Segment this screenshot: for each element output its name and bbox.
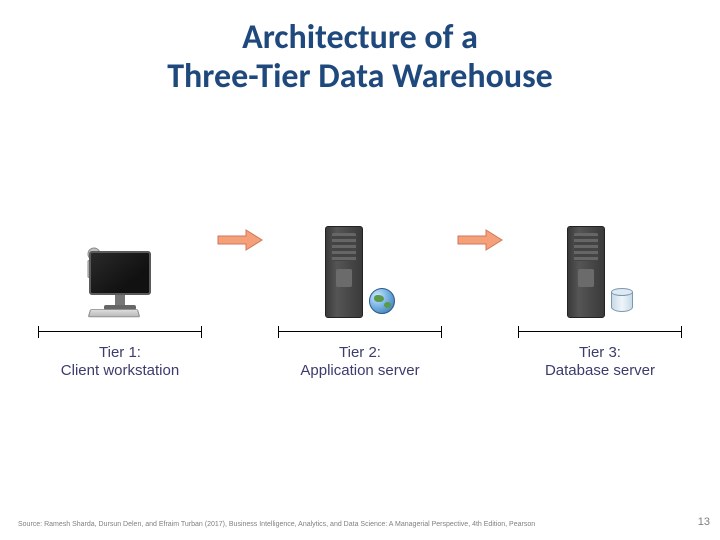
tower-icon xyxy=(325,226,363,318)
tier-3-dimline xyxy=(510,324,690,340)
arrow-2-icon xyxy=(456,228,504,252)
arrow-1-icon xyxy=(216,228,264,252)
tier-2-dimline xyxy=(270,324,450,340)
title-line1: Architecture of a xyxy=(242,17,478,58)
keyboard-icon xyxy=(88,309,141,317)
title-line2: Three-Tier Data Warehouse xyxy=(167,56,553,97)
tier-3-label: Tier 3: Database server xyxy=(545,344,655,380)
tier-1: Tier 1: Client workstation xyxy=(30,208,210,380)
tier-2-label-line2: Application server xyxy=(300,362,419,379)
tier-1-label: Tier 1: Client workstation xyxy=(61,344,179,380)
tier-2: Tier 2: Application server xyxy=(270,208,450,380)
database-icon xyxy=(611,288,633,314)
tier-1-graphic xyxy=(89,208,151,318)
source-citation: Source: Ramesh Sharda, Dursun Delen, and… xyxy=(18,521,680,528)
tier-2-label: Tier 2: Application server xyxy=(300,344,419,380)
tower-icon xyxy=(567,226,605,318)
tier-2-label-line1: Tier 2: xyxy=(339,344,381,361)
tier-1-label-line1: Tier 1: xyxy=(99,344,141,361)
diagram: Tier 1: Client workstation Tier 2: Appli… xyxy=(30,180,690,380)
page-number: 13 xyxy=(698,516,710,528)
tier-3-label-line1: Tier 3: xyxy=(579,344,621,361)
tier-1-dimline xyxy=(30,324,210,340)
tier-1-label-line2: Client workstation xyxy=(61,362,179,379)
page-title: Architecture of a Three-Tier Data Wareho… xyxy=(0,0,720,96)
tier-3: Tier 3: Database server xyxy=(510,208,690,380)
tier-3-label-line2: Database server xyxy=(545,362,655,379)
tier-3-graphic xyxy=(567,208,633,318)
tier-2-graphic xyxy=(325,208,395,318)
monitor-icon xyxy=(89,251,151,310)
globe-icon xyxy=(369,288,395,314)
